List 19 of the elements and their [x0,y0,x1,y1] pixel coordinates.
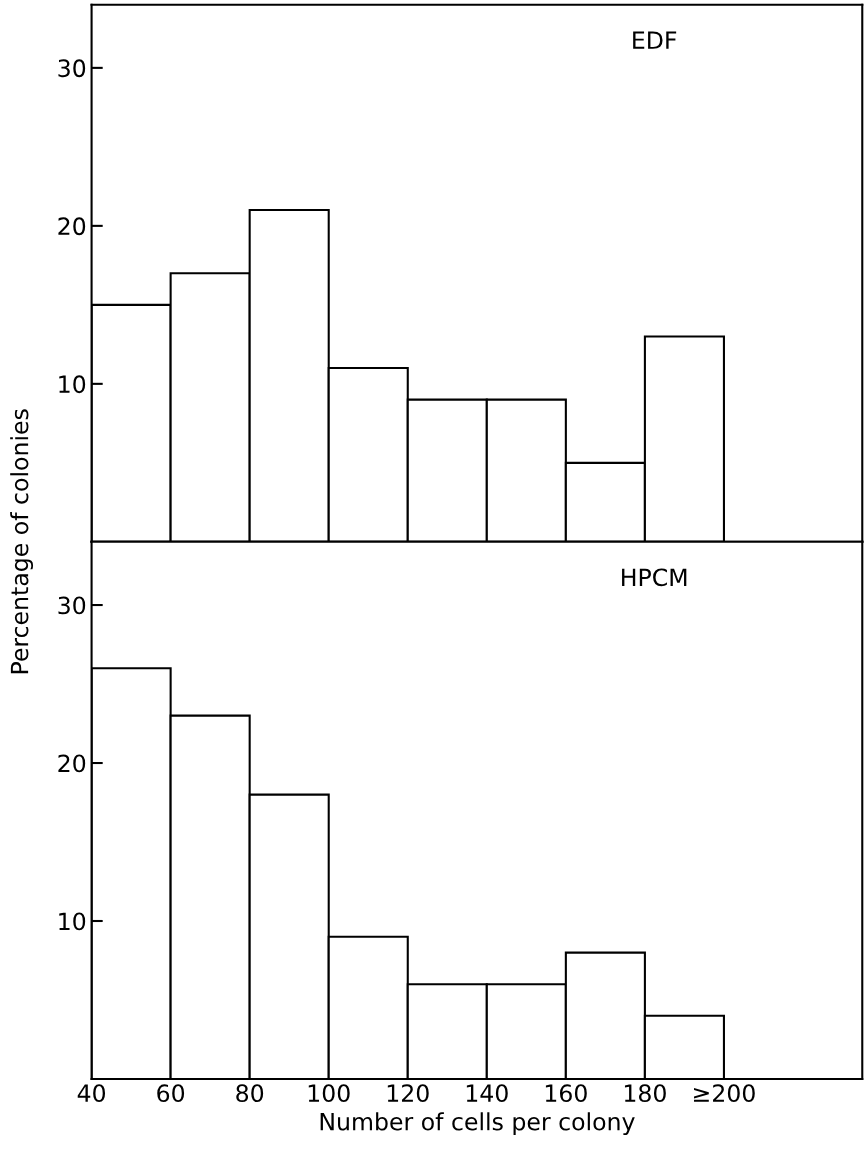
annotation: HPCM [622,568,687,587]
annotation: EDF [633,31,677,49]
x-axis-title: Number of cells per colony [320,1112,635,1136]
x-tick-label: 120 [387,1084,429,1103]
y-tick-label: 10 [59,375,86,394]
y-tick-label: 20 [58,754,86,773]
y-tick-label: 10 [59,912,86,931]
y-axis-title: Percentage of colonies [10,409,34,674]
x-tick-label: 140 [466,1084,508,1103]
x-tick-label: 60 [157,1084,185,1103]
x-tick-label: 160 [545,1084,587,1103]
x-tick-label: ≥200 [694,1084,755,1103]
x-tick-label: 40 [77,1084,106,1103]
x-tick-label: 80 [236,1084,264,1103]
x-tick-label: 100 [308,1084,350,1103]
y-tick-label: 30 [58,596,86,615]
y-tick-label: 20 [58,217,86,236]
y-tick-label: 30 [58,59,86,78]
x-tick-label: 180 [624,1084,666,1103]
